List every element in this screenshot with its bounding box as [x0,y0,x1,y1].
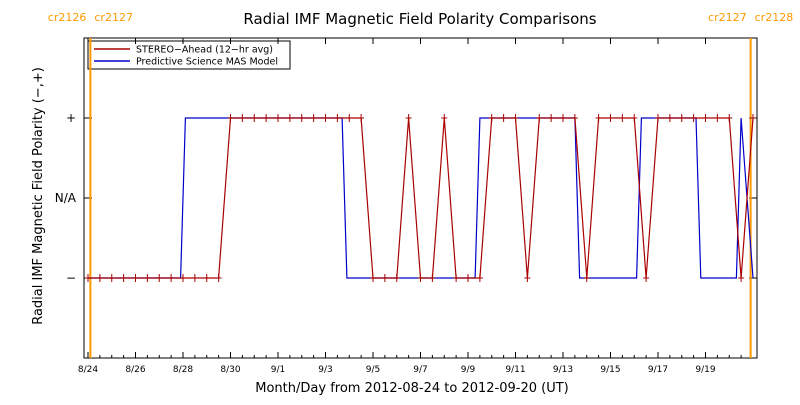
stereo-point-marker [191,274,198,282]
stereo-point-marker [263,114,270,122]
stereo-point-marker [571,114,578,122]
y-tick-label: − [66,271,76,285]
x-tick-label: 8/30 [220,365,240,375]
x-tick-label: 8/24 [78,365,98,375]
stereo-point-marker [619,114,626,122]
stereo-point-marker [536,114,543,122]
stereo-point-marker [476,274,483,282]
stereo-point-marker [120,274,127,282]
x-tick-label: 9/11 [505,365,525,375]
stereo-point-marker [180,274,186,282]
x-tick-label: 9/13 [553,365,573,375]
stereo-point-marker [144,274,151,282]
stereo-point-marker [583,274,590,282]
x-tick-label: 9/15 [600,365,620,375]
stereo-point-marker [560,114,566,122]
carrington-label-right: cr2127 [94,11,133,24]
carrington-label-left: cr2126 [48,11,87,24]
y-axis-label: Radial IMF Magnetic Field Polarity (−,+) [31,67,46,325]
chart-title: Radial IMF Magnetic Field Polarity Compa… [243,10,596,28]
stereo-point-marker [488,114,495,122]
x-tick-label: 9/1 [271,365,285,375]
stereo-point-marker [227,114,234,122]
stereo-point-marker [275,114,281,122]
series-line-model [88,117,754,279]
stereo-point-marker [512,114,519,122]
y-tick-label: N/A [55,191,77,205]
x-tick-label: 9/3 [318,365,332,375]
stereo-point-marker [215,274,222,282]
stereo-point-marker [96,274,103,282]
x-tick-label: 9/7 [413,365,427,375]
stereo-point-marker [738,274,745,282]
plot-frame [83,37,758,359]
stereo-point-marker [441,114,448,122]
stereo-point-marker [334,114,341,122]
x-tick-label: 9/17 [648,365,668,375]
stereo-point-marker [465,274,471,282]
stereo-point-marker [156,274,163,282]
stereo-point-marker [370,274,376,282]
stereo-point-marker [203,274,210,282]
stereo-point-marker [453,274,460,282]
stereo-point-marker [393,274,400,282]
stereo-point-marker [298,114,305,122]
stereo-point-marker [108,274,115,282]
stereo-point-marker [607,114,614,122]
stereo-point-marker [310,114,317,122]
stereo-point-marker [346,114,353,122]
x-axis-label: Month/Day from 2012-08-24 to 2012-09-20 … [255,381,568,396]
series-layer [85,114,756,282]
axes: 8/24 8/26 8/28 8/30 9/1 9/3 9/5 9/7 9/9 9/11 9/13 9… [55,38,757,375]
stereo-point-marker [524,274,531,282]
stereo-point-marker [643,274,650,282]
stereo-point-marker [726,114,733,122]
stereo-point-marker [286,114,293,122]
x-tick-label: 8/28 [173,365,193,375]
stereo-point-marker [666,114,673,122]
carrington-label-right: cr2128 [755,11,794,24]
stereo-point-marker [405,114,412,122]
carrington-markers: cr2126 cr2127 cr2127 cr2128 [48,11,793,358]
carrington-label-left: cr2127 [708,11,747,24]
legend-label: STEREO−Ahead (12−hr avg) [136,45,273,56]
stereo-point-marker [381,274,388,282]
x-tick-label: 8/26 [125,365,145,375]
stereo-point-marker [631,114,638,122]
x-tick-label: 9/9 [461,365,476,375]
stereo-point-marker [239,114,246,122]
stereo-point-marker [168,274,175,282]
legend-label: Predictive Science MAS Model [136,57,278,68]
legend-box [87,40,291,70]
stereo-point-marker [548,114,555,122]
legend: STEREO−Ahead (12−hr avg)Predictive Scien… [87,40,291,70]
stereo-point-marker [417,274,424,282]
stereo-point-marker [702,114,709,122]
stereo-point-marker [322,114,329,122]
stereo-point-marker [655,114,661,122]
stereo-point-marker [714,114,721,122]
stereo-point-marker [85,274,91,282]
stereo-point-marker [500,114,507,122]
stereo-point-marker [132,274,139,282]
y-tick-label: + [66,111,76,125]
x-tick-label: 9/5 [366,365,380,375]
x-tick-label: 9/19 [695,365,715,375]
stereo-point-marker [678,114,685,122]
stereo-point-marker [251,114,258,122]
stereo-point-marker [750,114,756,122]
stereo-point-marker [595,114,602,122]
stereo-point-marker [429,274,436,282]
stereo-point-marker [358,114,365,122]
series-line-stereo [88,117,754,279]
stereo-point-marker [690,114,697,122]
